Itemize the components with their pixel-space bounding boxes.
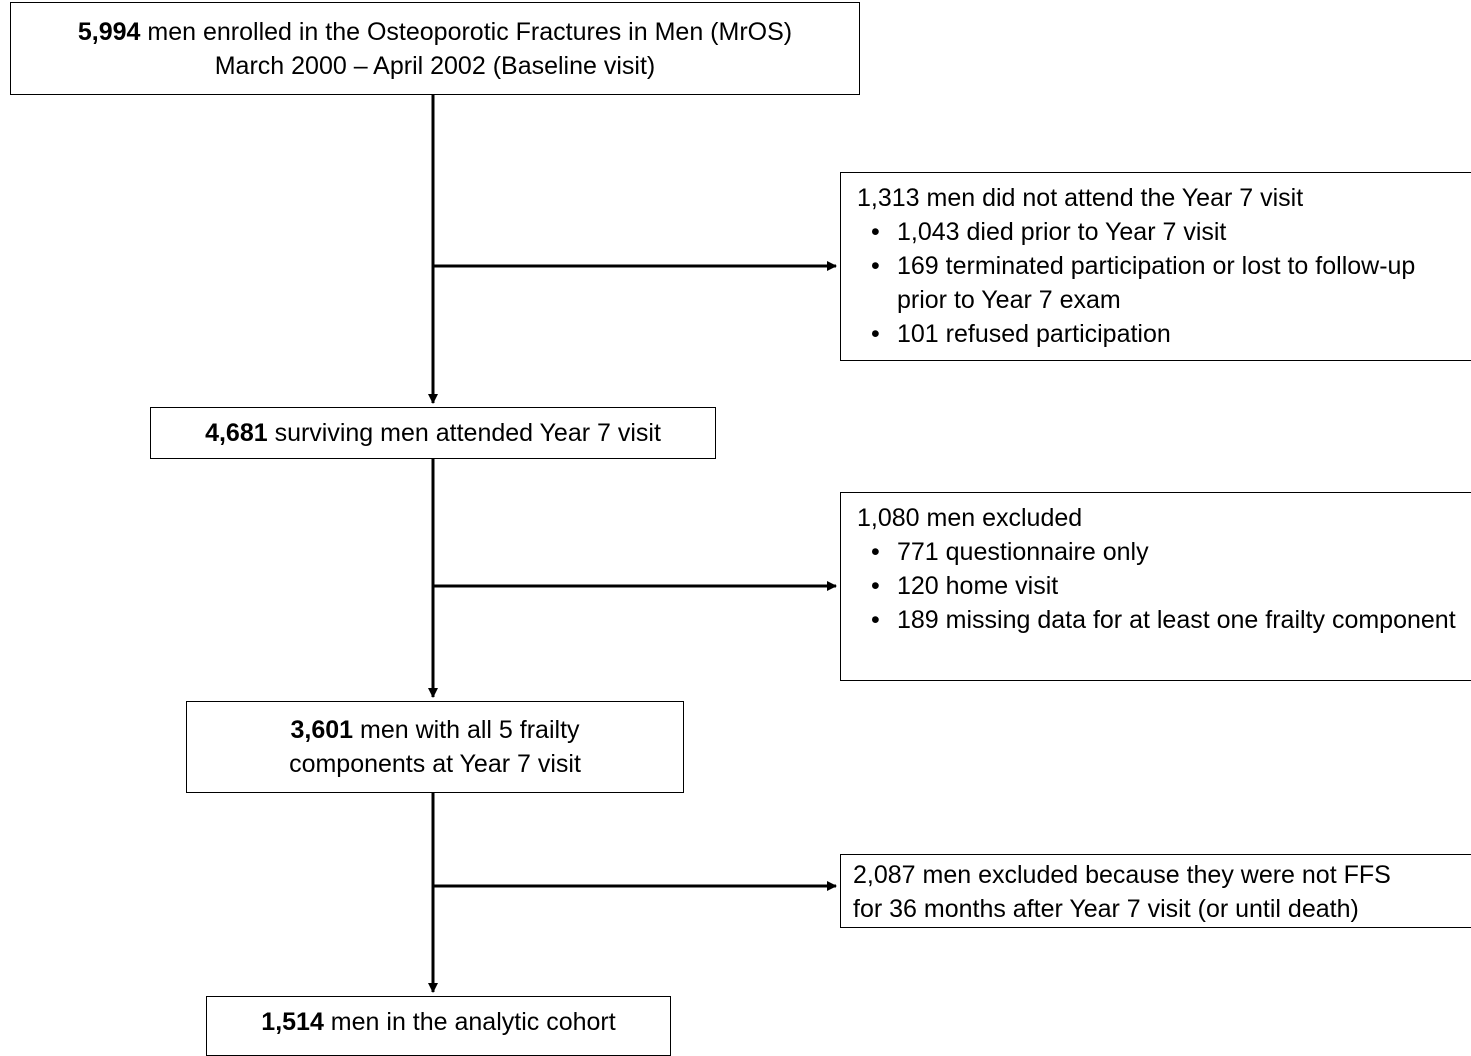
analytic-description: men in the analytic cohort [323, 1008, 616, 1036]
excluded-box-1: 1,313 men did not attend the Year 7 visi… [840, 172, 1471, 361]
baseline-dates: March 2000 – April 2002 (Baseline visit) [214, 51, 656, 80]
baseline-box: 5,994 men enrolled in the Osteoporotic F… [10, 2, 860, 95]
frailty-count: 3,601 [290, 716, 354, 744]
frailty-box: 3,601 men with all 5 frailty components … [186, 701, 684, 793]
year7-box: 4,681 surviving men attended Year 7 visi… [150, 407, 716, 459]
list-item: 169 terminated participation or lost to … [857, 249, 1471, 317]
list-item: 1,043 died prior to Year 7 visit [857, 215, 1471, 249]
year7-line: 4,681 surviving men attended Year 7 visi… [205, 416, 661, 450]
excluded-3-line-1: 2,087 men excluded because they were not… [853, 861, 1391, 889]
analytic-box: 1,514 men in the analytic cohort [206, 996, 671, 1056]
baseline-count: 5,994 [77, 17, 141, 46]
excluded-1-heading: 1,313 men did not attend the Year 7 visi… [857, 184, 1304, 212]
excluded-2-heading: 1,080 men excluded [857, 504, 1083, 532]
baseline-line-1: 5,994 men enrolled in the Osteoporotic F… [78, 15, 792, 49]
frailty-description: men with all 5 frailty [353, 716, 580, 744]
list-item: 189 missing data for at least one frailt… [857, 603, 1471, 637]
frailty-line-1: 3,601 men with all 5 frailty [290, 713, 579, 747]
excluded-1-list: 1,043 died prior to Year 7 visit 169 ter… [857, 215, 1471, 351]
excluded-box-2: 1,080 men excluded 771 questionnaire onl… [840, 492, 1471, 681]
list-item: 120 home visit [857, 569, 1471, 603]
excluded-box-3: 2,087 men excluded because they were not… [840, 854, 1471, 928]
excluded-3-line-2: for 36 months after Year 7 visit (or unt… [853, 895, 1359, 923]
list-item: 101 refused participation [857, 317, 1471, 351]
list-item: 771 questionnaire only [857, 535, 1471, 569]
baseline-description: men enrolled in the Osteoporotic Fractur… [140, 17, 793, 46]
year7-description: surviving men attended Year 7 visit [267, 419, 661, 447]
excluded-2-list: 771 questionnaire only 120 home visit 18… [857, 535, 1471, 637]
analytic-count: 1,514 [261, 1008, 324, 1036]
year7-count: 4,681 [205, 419, 268, 447]
analytic-line: 1,514 men in the analytic cohort [261, 1005, 615, 1039]
frailty-line-2: components at Year 7 visit [289, 750, 581, 778]
